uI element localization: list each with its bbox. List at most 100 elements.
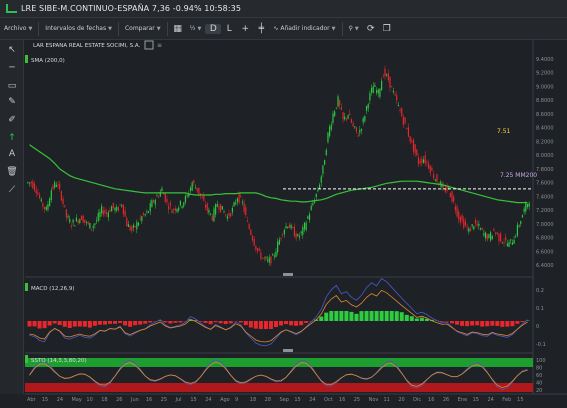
candle-body (61, 191, 62, 200)
candle-body (74, 225, 75, 226)
macd-bar (68, 321, 72, 328)
candle-body (522, 215, 523, 217)
menu-icon[interactable]: ≡ (157, 42, 162, 49)
refresh-icon[interactable]: ⟳ (363, 24, 379, 34)
macd-bar (219, 321, 223, 323)
candle-icon[interactable]: ╪ (253, 24, 269, 34)
daily-button[interactable]: D (205, 24, 221, 34)
candle-body (215, 204, 216, 214)
price-tick-label: 8.0000 (536, 153, 554, 159)
candle-body (242, 202, 243, 203)
candle-body (29, 183, 30, 184)
candle-body (294, 227, 295, 237)
line-chart-button[interactable]: L (221, 24, 237, 34)
candle-body (143, 213, 144, 215)
macd-bar (244, 321, 248, 325)
candle-body (195, 188, 196, 189)
candle-body (131, 227, 132, 231)
copy-icon[interactable]: ❐ (379, 24, 395, 34)
ruler-icon[interactable]: ⟋ (6, 184, 18, 196)
candle-body (337, 96, 338, 106)
candle-body (69, 219, 70, 222)
macd-bar (490, 321, 494, 326)
crosshair-icon[interactable]: + (237, 24, 253, 34)
rectangle-icon[interactable]: ▭ (6, 80, 18, 92)
text-icon[interactable]: A (6, 148, 18, 160)
resize-handle[interactable] (283, 273, 293, 276)
zoom-menu[interactable]: ⚲▼ (345, 18, 363, 40)
trash-icon[interactable]: 🗑 (6, 166, 18, 178)
candle-body (138, 223, 139, 226)
macd-bar (475, 321, 479, 325)
candle-body (225, 214, 226, 215)
candle-body (250, 230, 251, 235)
candle-body (386, 74, 387, 75)
toolbar: Archivo▼ Intervalos de fechas▼ Comparar▼… (0, 18, 567, 40)
candle-body (175, 208, 176, 211)
candle-body (462, 215, 463, 220)
line-icon[interactable]: ─ (6, 62, 18, 74)
pencil-icon[interactable]: ✎ (6, 96, 18, 108)
candle-body (525, 203, 526, 212)
candle-body (510, 239, 511, 240)
chart-area[interactable]: LAR ESPANA REAL ESTATE SOCIMI, S.A. ≡ SM… (25, 40, 567, 404)
macd-bar (460, 321, 464, 326)
candle-body (421, 159, 422, 163)
macd-tick-label: -0.1 (536, 342, 546, 348)
candle-body (450, 193, 451, 197)
add-indicator-menu[interactable]: ∿Añadir indicador▼ (269, 18, 339, 40)
macd-bar (349, 312, 353, 321)
candle-body (431, 168, 432, 171)
macd-bar (88, 321, 92, 328)
comparar-menu[interactable]: Comparar▼ (121, 18, 165, 40)
macd-bar (118, 321, 122, 323)
candle-body (353, 123, 354, 126)
candle-body (99, 212, 100, 217)
macd-bar (500, 321, 504, 327)
price-tick-label: 7.0000 (536, 222, 554, 228)
fraction-menu[interactable]: ½▼ (186, 18, 206, 40)
candle-body (64, 205, 65, 206)
candle-body (364, 116, 365, 121)
candle-body (51, 190, 52, 200)
macd-bar (214, 321, 218, 322)
candle-body (252, 236, 253, 240)
archivo-menu[interactable]: Archivo▼ (0, 18, 36, 40)
price-tick-label: 7.4000 (536, 194, 554, 200)
grid-icon[interactable]: ▦ (170, 24, 186, 34)
candle-body (270, 257, 271, 264)
cursor-icon[interactable]: ↖ (6, 44, 18, 56)
macd-bar (284, 321, 288, 324)
candle-body (54, 182, 55, 188)
macd-bar (329, 311, 333, 321)
candle-body (455, 206, 456, 210)
macd-bar (178, 321, 182, 323)
macd-bar (63, 321, 67, 327)
candle-body (398, 105, 399, 106)
candle-body (36, 190, 37, 193)
brush-icon[interactable]: ✐ (6, 114, 18, 126)
macd-bar (455, 321, 459, 325)
macd-bar (78, 321, 82, 327)
macd-tick-label: 0.2 (536, 288, 544, 294)
macd-bar (370, 311, 374, 321)
candle-body (505, 237, 506, 240)
resize-handle[interactable] (283, 349, 293, 352)
macd-bar (274, 321, 278, 327)
candle-body (351, 119, 352, 123)
candle-body (478, 224, 479, 226)
candle-body (376, 90, 377, 92)
candle-body (285, 226, 286, 228)
intervalos-menu[interactable]: Intervalos de fechas▼ (41, 18, 116, 40)
candle-body (410, 136, 411, 141)
indicator-icon: ∿ (273, 25, 278, 32)
arrow-icon[interactable]: ↑ (6, 132, 18, 144)
candle-body (27, 182, 28, 183)
chart-svg[interactable]: LAR ESPANA REAL ESTATE SOCIMI, S.A. ≡ SM… (25, 40, 567, 404)
candle-body (334, 111, 335, 116)
candle-body (520, 221, 521, 224)
macd-bar (319, 317, 323, 322)
time-tick-label: 25 (161, 397, 167, 403)
macd-bar (354, 314, 358, 321)
candle-body (373, 86, 374, 93)
